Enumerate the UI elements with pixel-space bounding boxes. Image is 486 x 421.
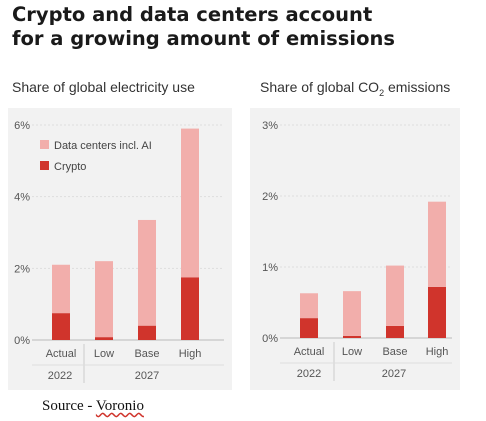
source-prefix: Source - xyxy=(42,398,96,414)
electricity-ytick-label: 6% xyxy=(14,120,30,132)
electricity-category-label: High xyxy=(179,348,202,360)
electricity-bar-base-data-centers xyxy=(138,219,156,326)
co2-bar-actual-data-centers xyxy=(300,293,318,319)
electricity-bar-high-data-centers xyxy=(181,128,199,278)
co2-chart-subtitle: Share of global CO2 emissions xyxy=(260,79,450,98)
co2-ytick-label: 2% xyxy=(262,191,278,203)
title-line-2: for a growing amount of emissions xyxy=(12,27,395,50)
legend-swatch-crypto xyxy=(40,161,49,170)
co2-bar-actual-crypto xyxy=(300,318,318,338)
electricity-bar-high-crypto xyxy=(181,277,199,340)
charts-canvas: Share of global electricity use 0% 2% 4% 6%… xyxy=(8,79,460,390)
page-title: Crypto and data centers account for a gr… xyxy=(12,3,482,51)
electricity-chart-subtitle: Share of global electricity use xyxy=(12,79,195,95)
legend-label-crypto: Crypto xyxy=(54,161,86,173)
electricity-legend: Data centers incl. AI Crypto xyxy=(40,140,152,173)
co2-bar-base-data-centers xyxy=(386,265,404,326)
title-line-1: Crypto and data centers account xyxy=(12,3,373,26)
co2-ytick-label: 1% xyxy=(262,262,278,274)
co2-category-label: Low xyxy=(342,346,362,358)
co2-subtitle-part-1: Share of global CO xyxy=(260,79,379,95)
co2-chart: Share of global CO2 emissions 0% 1% 2% 3% A… xyxy=(250,79,460,390)
legend-swatch-data-centers xyxy=(40,140,49,149)
electricity-ytick-label: 0% xyxy=(14,335,30,347)
source-name: Voronio xyxy=(95,398,144,414)
co2-bar-low-data-centers xyxy=(343,291,361,336)
co2-year-label: 2022 xyxy=(297,368,321,380)
electricity-category-label: Low xyxy=(94,348,114,360)
co2-category-label: High xyxy=(426,346,449,358)
electricity-bar-low-crypto xyxy=(95,337,113,340)
co2-bar-high-crypto xyxy=(428,286,446,338)
co2-year-label: 2027 xyxy=(382,368,406,380)
co2-subtitle-part-3: emissions xyxy=(384,79,450,95)
electricity-bar-actual-crypto xyxy=(52,313,70,340)
electricity-bar-low-data-centers xyxy=(95,261,113,338)
co2-subtitle-subscript: 2 xyxy=(379,88,384,98)
electricity-ytick-label: 4% xyxy=(14,192,30,204)
co2-plot-background xyxy=(250,108,460,390)
co2-bar-low-crypto xyxy=(343,335,361,338)
co2-bar-high-data-centers xyxy=(428,201,446,287)
legend-label-data-centers: Data centers incl. AI xyxy=(54,140,152,152)
source-note: Source - Voronio xyxy=(42,398,144,415)
electricity-bar-base-crypto xyxy=(138,325,156,340)
electricity-ytick-label: 2% xyxy=(14,263,30,275)
electricity-category-label: Actual xyxy=(46,348,77,360)
co2-ytick-label: 3% xyxy=(262,120,278,132)
electricity-year-label: 2022 xyxy=(48,370,72,382)
electricity-year-label: 2027 xyxy=(135,370,159,382)
co2-category-label: Actual xyxy=(294,346,325,358)
electricity-bar-actual-data-centers xyxy=(52,264,70,314)
electricity-chart: Share of global electricity use 0% 2% 4% 6%… xyxy=(8,79,232,390)
co2-ytick-label: 0% xyxy=(262,333,278,345)
co2-bar-base-crypto xyxy=(386,325,404,338)
co2-category-label: Base xyxy=(382,346,407,358)
electricity-category-label: Base xyxy=(134,348,159,360)
